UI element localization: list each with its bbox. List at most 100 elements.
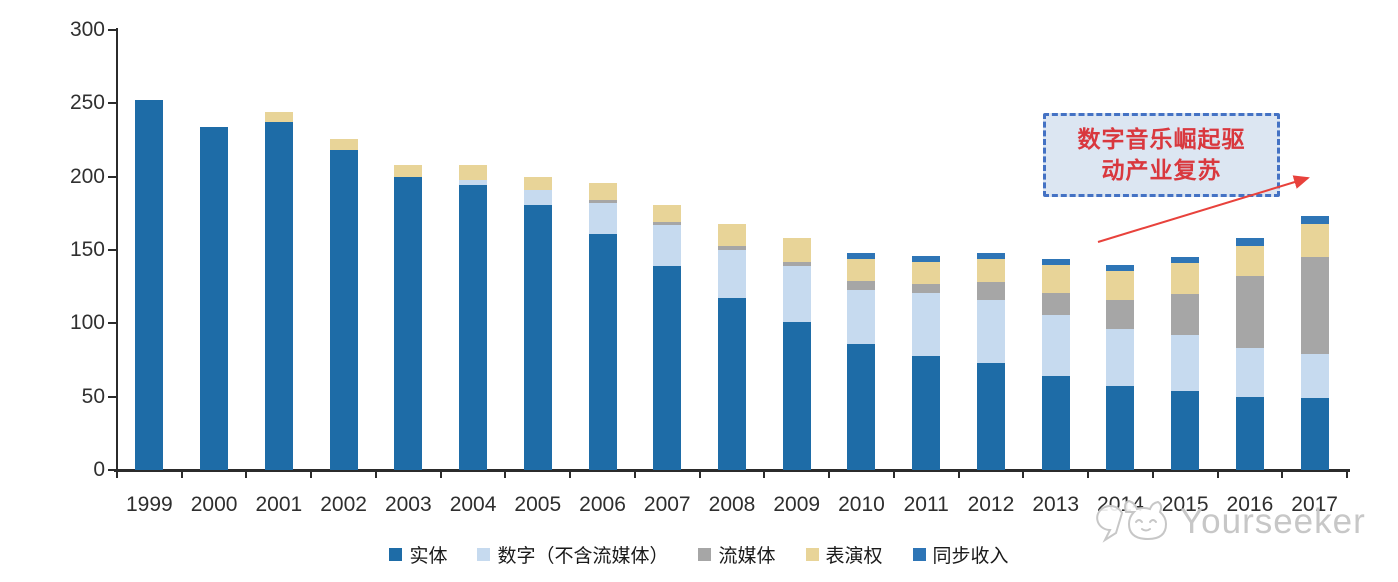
bar-2017 (1300, 216, 1329, 470)
bar-2008-segment-流媒体 (718, 245, 746, 251)
y-axis-tick-label: 150 (69, 238, 105, 261)
x-axis-tick (245, 470, 248, 478)
bar-2015-segment-流媒体 (1171, 294, 1200, 336)
bar-2009 (782, 238, 811, 470)
watermark-text: Yourseeker (1180, 502, 1366, 541)
x-axis-label: 2002 (320, 493, 367, 516)
x-axis-label: 2009 (773, 493, 821, 516)
y-axis-tick-label: 100 (69, 311, 105, 335)
x-axis-tick (1216, 470, 1219, 478)
bar-2008-segment-实体 (718, 298, 746, 470)
bar-2002-segment-表演权 (329, 138, 358, 151)
x-axis-label: 2016 (1226, 493, 1274, 516)
x-axis-tick (310, 470, 313, 478)
bar-2008-segment-数字（不含流媒体） (718, 250, 746, 299)
bar-2015-segment-数字（不含流媒体） (1171, 335, 1200, 391)
bar-2002-segment-实体 (329, 150, 358, 470)
bar-2005-segment-表演权 (523, 176, 552, 190)
bar-2015 (1171, 257, 1200, 470)
bar-2007-segment-数字（不含流媒体） (653, 225, 682, 267)
bar-2002 (329, 138, 358, 470)
bar-2012-segment-数字（不含流媒体） (976, 299, 1005, 363)
x-axis-tick (633, 470, 636, 478)
x-axis-label: 2008 (708, 493, 756, 516)
y-axis-tick (108, 175, 117, 178)
x-axis-tick (1087, 470, 1090, 478)
bar-2014-segment-流媒体 (1106, 299, 1135, 330)
watermark: Yourseeker (1092, 496, 1366, 548)
bar-2016-segment-数字（不含流媒体） (1235, 348, 1264, 397)
x-axis-tick (116, 470, 118, 478)
bar-2017-segment-流媒体 (1300, 257, 1329, 355)
bar-2017-segment-同步收入 (1300, 216, 1329, 224)
y-axis-tick (108, 249, 117, 251)
x-axis-label: 1999 (126, 493, 173, 516)
legend-item: 数字（不含流媒体） (477, 541, 668, 568)
bar-2016-segment-流媒体 (1235, 276, 1264, 349)
bar-2005-segment-实体 (523, 204, 552, 470)
bar-2013-segment-流媒体 (1041, 292, 1070, 315)
bar-2013-segment-同步收入 (1041, 258, 1070, 265)
x-axis-label: 2012 (967, 493, 1015, 516)
bar-2014-segment-实体 (1106, 386, 1135, 470)
bar-2010 (847, 252, 876, 470)
bar-2009-segment-表演权 (782, 238, 811, 262)
legend-swatch (805, 548, 819, 561)
annotation-arrow (1097, 175, 1310, 243)
x-axis-tick (892, 470, 895, 478)
bar-2016-segment-同步收入 (1235, 238, 1264, 246)
bar-2016 (1235, 238, 1264, 470)
bar-2007-segment-实体 (653, 266, 682, 470)
bar-2011-segment-同步收入 (912, 255, 941, 262)
y-axis-tick (108, 469, 117, 471)
bar-2005 (523, 176, 552, 470)
x-axis-label: 2015 (1161, 493, 1209, 516)
bar-2015-segment-表演权 (1171, 263, 1200, 295)
bar-2001 (264, 112, 293, 470)
bar-2006-segment-数字（不含流媒体） (588, 203, 617, 234)
x-axis-tick (180, 470, 183, 478)
legend-label: 流媒体 (718, 546, 776, 567)
bar-2013-segment-数字（不含流媒体） (1041, 314, 1070, 377)
x-axis-label: 2004 (449, 493, 497, 516)
bar-2016-segment-表演权 (1235, 245, 1264, 277)
legend-item: 实体 (389, 541, 447, 568)
y-axis-tick-label: 0 (93, 458, 105, 481)
x-axis-label: 2001 (255, 493, 303, 516)
bar-2016-segment-实体 (1235, 396, 1264, 470)
cat-face-logo-icon (1096, 499, 1168, 543)
x-axis-tick (1346, 470, 1348, 478)
bar-2004-segment-实体 (459, 185, 488, 470)
legend-item: 同步收入 (912, 541, 1009, 568)
x-axis-tick (957, 470, 960, 478)
x-axis-tick (439, 470, 442, 478)
bar-2006-segment-表演权 (588, 182, 617, 201)
bar-2011-segment-流媒体 (912, 283, 941, 293)
bar-2003-segment-表演权 (394, 164, 423, 177)
bar-2015-segment-实体 (1171, 390, 1200, 470)
bar-2006 (588, 182, 617, 470)
legend-label: 表演权 (825, 546, 883, 567)
legend-label: 数字（不含流媒体） (497, 546, 669, 567)
bar-2010-segment-数字（不含流媒体） (847, 289, 876, 344)
bar-2009-segment-流媒体 (782, 261, 811, 267)
bar-2007-segment-流媒体 (653, 222, 682, 226)
bar-2014-segment-同步收入 (1106, 264, 1135, 271)
bar-2004 (459, 164, 488, 470)
bar-2012-segment-流媒体 (976, 282, 1005, 300)
bar-2007 (653, 204, 682, 470)
bar-1999 (135, 100, 164, 470)
x-axis-label: 2005 (514, 493, 562, 516)
legend-label: 实体 (409, 546, 448, 567)
bar-2005-segment-数字（不含流媒体） (523, 189, 552, 205)
x-axis-line (114, 469, 1350, 472)
bar-2010-segment-同步收入 (847, 252, 876, 259)
bar-2012-segment-表演权 (976, 258, 1005, 283)
x-axis-tick (763, 470, 766, 478)
x-axis-label: 2000 (190, 493, 238, 516)
y-axis-tick-label: 50 (81, 384, 105, 408)
y-axis-tick (108, 102, 117, 105)
bar-2001-segment-表演权 (264, 112, 293, 123)
legend: 实体 数字（不含流媒体） 流媒体 表演权 同步收入 (0, 541, 1398, 568)
x-axis-label: 2003 (384, 493, 432, 516)
